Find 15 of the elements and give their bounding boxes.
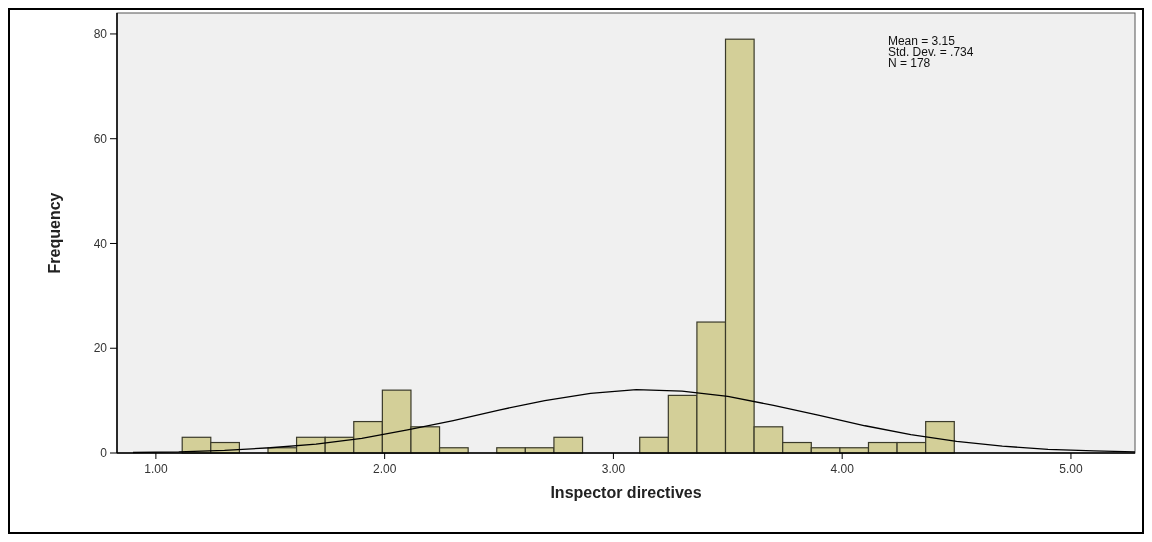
x-tick-label: 5.00 <box>1059 462 1083 476</box>
annotation: Mean = 3.15 <box>887 34 956 48</box>
annotation: N = 178 <box>887 56 931 70</box>
y-tick-label: 80 <box>93 27 108 42</box>
y-tick-label: 0 <box>100 446 108 461</box>
x-tick-label: 1.00 <box>144 462 168 476</box>
y-axis-title: Frequency <box>46 192 63 274</box>
x-axis-title: Inspector directives <box>550 484 702 501</box>
y-tick-label: 20 <box>93 341 108 356</box>
annotation: Std. Dev. = .734 <box>887 45 974 59</box>
x-tick-label: 4.00 <box>830 462 855 476</box>
y-tick-label: 60 <box>93 131 108 146</box>
y-tick-label: 40 <box>93 236 108 251</box>
x-tick-label: 2.00 <box>372 462 397 476</box>
x-tick-label: 3.00 <box>601 462 626 476</box>
